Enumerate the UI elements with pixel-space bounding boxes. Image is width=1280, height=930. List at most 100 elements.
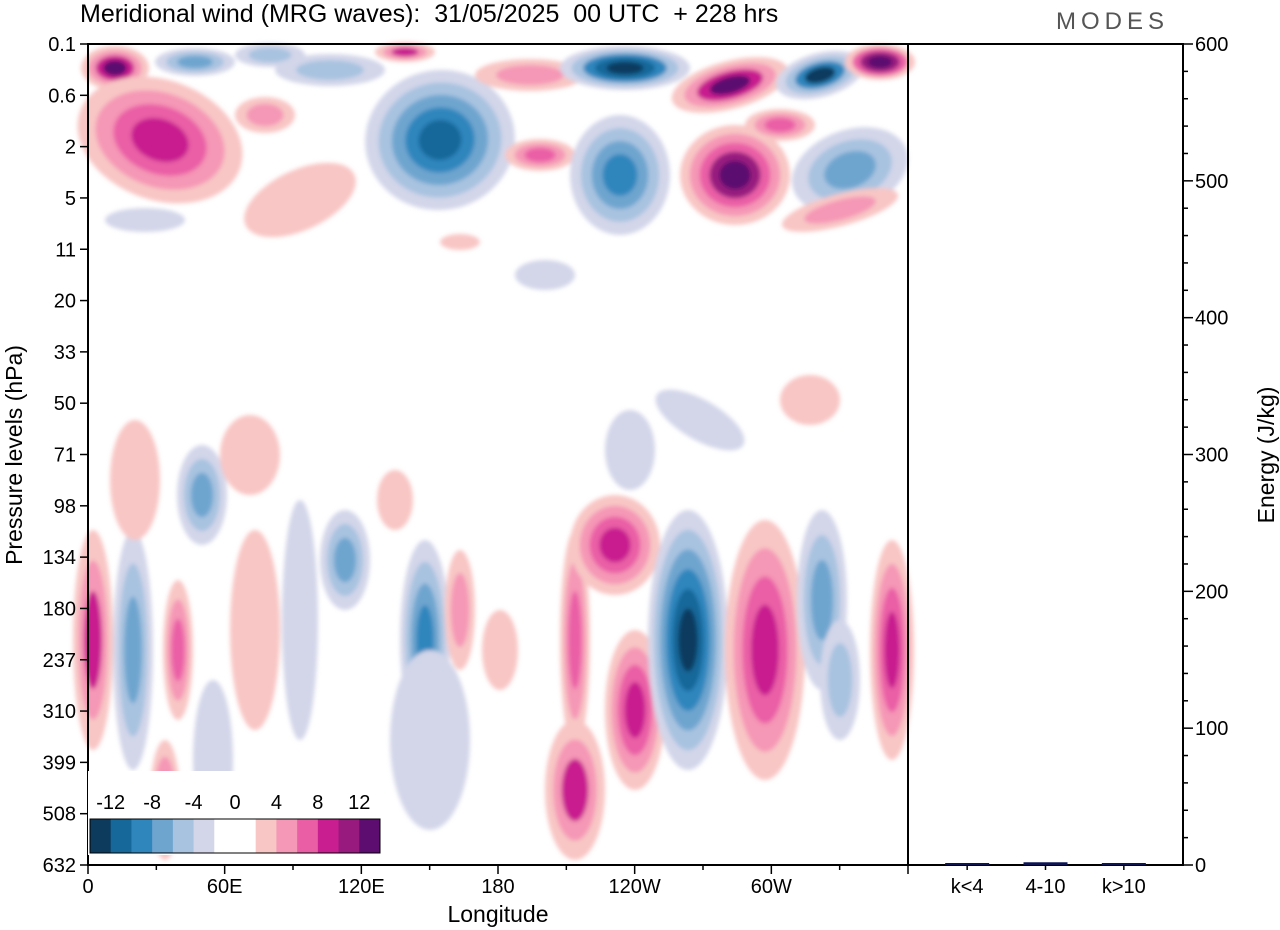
contour-blob xyxy=(568,591,582,689)
contour-blob xyxy=(709,75,751,95)
x-tick-label: 180 xyxy=(481,876,514,898)
energy-tick-label: 0 xyxy=(1195,855,1206,877)
contour-blob xyxy=(764,117,796,133)
contour-blob xyxy=(296,60,364,80)
contour-blob xyxy=(827,643,853,717)
contour-blob xyxy=(599,527,631,563)
contour-blob xyxy=(377,470,413,530)
y-axis-title: Pressure levels (hPa) xyxy=(1,345,27,565)
category-label: 4-10 xyxy=(1025,876,1065,898)
contour-blob xyxy=(561,758,589,822)
energy-panel-frame xyxy=(907,43,1184,866)
colorbar-swatch xyxy=(152,819,174,853)
longitude-axis: 0 60E 120E 180 120W 60W xyxy=(82,865,909,898)
colorbar-swatch xyxy=(338,819,360,853)
colorbar-swatch xyxy=(172,819,195,853)
colorbar-tick-label: -4 xyxy=(185,792,203,814)
contour-blob xyxy=(105,208,185,232)
colorbar: -12 -8 -4 0 4 8 12 xyxy=(88,771,382,855)
contour-blob xyxy=(602,154,638,196)
chart-title: Meridional wind (MRG waves): 31/05/2025 … xyxy=(80,0,779,28)
contour-blob xyxy=(482,610,518,690)
y-tick-label: 0.1 xyxy=(48,34,76,56)
x-tick-label: 120E xyxy=(338,876,385,898)
y-tick-label: 399 xyxy=(43,752,76,774)
energy-axis: 0 100 200 300 400 500 600 xyxy=(1183,34,1228,877)
energy-bars: k<4 4-10 k>10 xyxy=(945,862,1146,898)
colorbar-swatch xyxy=(235,819,257,853)
y-tick-label: 310 xyxy=(43,701,76,723)
colorbar-tick-label: 0 xyxy=(229,792,240,814)
x-tick-label: 60E xyxy=(207,876,243,898)
contour-blob xyxy=(391,47,419,57)
category-label: k<4 xyxy=(951,876,984,898)
y-tick-label: 180 xyxy=(43,598,76,620)
y-tick-label: 11 xyxy=(55,239,76,261)
colorbar-swatch xyxy=(214,819,236,853)
colorbar-tick-label: 8 xyxy=(312,792,323,814)
y-tick-label: 134 xyxy=(43,547,76,569)
contour-blob xyxy=(110,420,160,540)
contour-blob xyxy=(751,604,779,696)
contour-blob xyxy=(246,103,284,127)
y-tick-label: 33 xyxy=(54,342,76,364)
energy-axis-title: Energy (J/kg) xyxy=(1253,387,1279,524)
colorbar-tick-label: 4 xyxy=(271,792,282,814)
contour-blob xyxy=(655,389,745,451)
contour-blob xyxy=(624,682,646,738)
contour-blob xyxy=(678,608,698,672)
y-tick-label: 0.6 xyxy=(48,85,76,107)
energy-bar-4-10 xyxy=(1023,862,1068,865)
colorbar-tick-label: -12 xyxy=(96,792,125,814)
colorbar-swatch xyxy=(110,819,132,853)
contour-blob xyxy=(220,415,280,495)
contour-blob xyxy=(867,55,893,69)
energy-tick-label: 600 xyxy=(1195,34,1228,56)
energy-tick-label: 500 xyxy=(1195,171,1228,193)
colorbar-border xyxy=(89,818,381,854)
contour-blob xyxy=(131,117,189,163)
colorbar-swatch xyxy=(131,819,153,853)
colorbar-tick-label: 12 xyxy=(348,792,370,814)
y-tick-label: 50 xyxy=(54,393,76,415)
contour-blob xyxy=(606,61,644,75)
contour-blob xyxy=(177,55,213,69)
modes-logo: MODES xyxy=(1056,8,1170,35)
y-tick-label: 20 xyxy=(54,291,76,313)
y-tick-label: 98 xyxy=(54,496,76,518)
colorbar-swatch xyxy=(193,819,215,853)
contour-blob xyxy=(418,119,462,161)
x-tick-label: 0 xyxy=(82,876,93,898)
contour-blob xyxy=(171,618,185,682)
colorbar-swatch xyxy=(276,819,298,853)
y-tick-label: 5 xyxy=(65,188,76,210)
contour-blob xyxy=(440,234,480,250)
wind-contour-field xyxy=(73,42,915,860)
x-tick-label: 60W xyxy=(751,876,792,898)
y-tick-label: 237 xyxy=(43,650,76,672)
contour-blob xyxy=(230,530,280,730)
contour-blob xyxy=(804,196,876,224)
contour-blob xyxy=(103,60,127,76)
contour-blob xyxy=(804,66,836,84)
y-tick-label: 2 xyxy=(65,137,76,159)
energy-tick-label: 400 xyxy=(1195,308,1228,330)
pressure-axis: 0.1 0.6 2 5 11 20 33 50 71 98 134 180 237 310 399 508 63… xyxy=(43,34,88,877)
contour-blob xyxy=(244,162,356,238)
y-tick-label: 508 xyxy=(43,804,76,826)
contour-blob xyxy=(248,47,292,63)
y-tick-label: 632 xyxy=(43,855,76,877)
contour-blob xyxy=(524,147,556,163)
contour-blob xyxy=(810,560,834,640)
energy-bar-k>10 xyxy=(1101,863,1146,865)
energy-bar-k<4 xyxy=(945,863,990,865)
contour-blob xyxy=(390,650,470,830)
colorbar-tick-label: -8 xyxy=(143,792,161,814)
x-tick-label: 120W xyxy=(609,876,661,898)
colorbar-swatch xyxy=(317,819,340,853)
contour-blob xyxy=(780,375,840,425)
colorbar-swatch xyxy=(90,819,112,853)
contour-blob xyxy=(333,537,357,583)
x-axis-title: Longitude xyxy=(447,901,548,927)
colorbar-swatch xyxy=(255,819,277,853)
